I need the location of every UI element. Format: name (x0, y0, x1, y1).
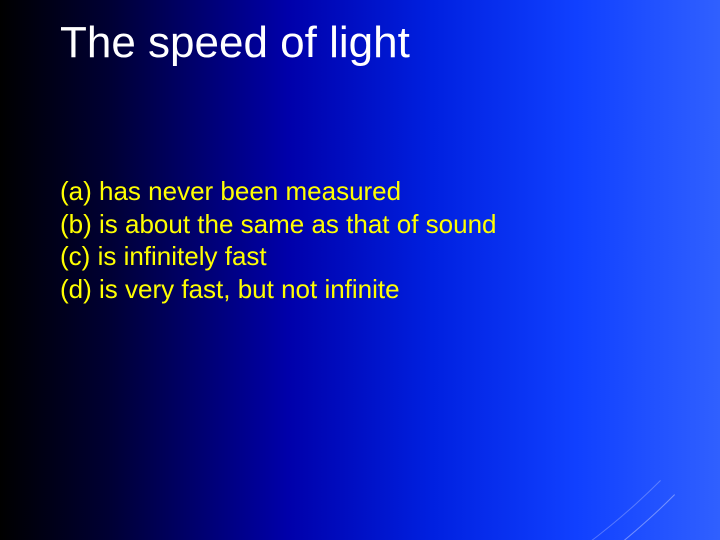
option-label: (a) (60, 176, 92, 206)
option-text: is about the same as that of sound (99, 209, 496, 239)
option-label: (d) (60, 274, 92, 304)
options-list: (a) has never been measured (b) is about… (60, 175, 497, 305)
option-d: (d) is very fast, but not infinite (60, 273, 497, 306)
option-label: (c) (60, 241, 90, 271)
option-b: (b) is about the same as that of sound (60, 208, 497, 241)
option-c: (c) is infinitely fast (60, 240, 497, 273)
option-text: is infinitely fast (98, 241, 267, 271)
option-a: (a) has never been measured (60, 175, 497, 208)
slide-title: The speed of light (60, 18, 410, 68)
option-text: is very fast, but not infinite (99, 274, 400, 304)
slide: The speed of light (a) has never been me… (0, 0, 720, 540)
option-label: (b) (60, 209, 92, 239)
option-text: has never been measured (99, 176, 401, 206)
